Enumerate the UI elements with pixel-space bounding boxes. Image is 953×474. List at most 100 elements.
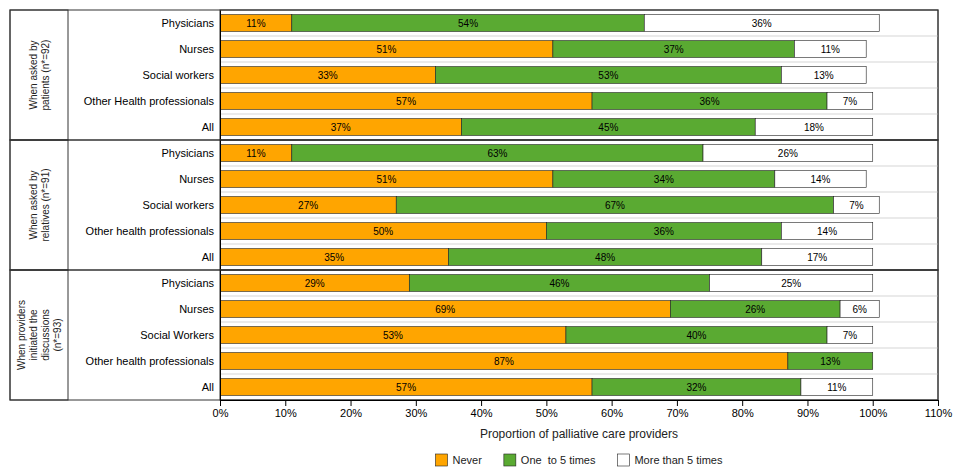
x-tick-line: [416, 400, 417, 406]
x-axis-title: Proportion of palliative care providers: [480, 427, 678, 441]
y-tick: Social workers: [142, 199, 220, 211]
y-tick: Nurses: [179, 173, 220, 185]
x-tick: 80%: [732, 400, 754, 419]
bar-segment: [462, 119, 756, 136]
bar-segment: [220, 119, 462, 136]
bar-segment: [396, 197, 833, 214]
y-tick: All: [202, 381, 220, 393]
bar-segment: [553, 171, 775, 188]
legend-swatch: [436, 454, 448, 466]
bar-segment: [220, 41, 553, 58]
bar-segment: [801, 379, 873, 396]
x-tick: 30%: [405, 400, 427, 419]
y-tick-label: Physicians: [161, 147, 214, 159]
bar-segment: [220, 301, 670, 318]
legend-item: One to 5 times: [504, 454, 596, 466]
y-axis: Physicians Nurses Social workers Other heal…: [86, 141, 221, 271]
y-tick-label: Social workers: [142, 199, 214, 211]
x-tick-line: [546, 400, 547, 406]
x-tick-line: [351, 400, 352, 406]
data-label: 13%: [820, 356, 840, 367]
legend: NeverOne to 5 timesMore than 5 times: [436, 454, 723, 466]
data-label: 46%: [549, 278, 569, 289]
bar-segment: [220, 275, 409, 292]
x-tick: 50%: [536, 400, 558, 419]
bar-segment: [710, 275, 873, 292]
data-label: 13%: [814, 70, 834, 81]
series: [703, 145, 879, 266]
row-separator: [220, 322, 938, 323]
y-axis: PhysiciansNursesSocial workersOther Heal…: [84, 11, 221, 141]
y-tick-label: Physicians: [161, 277, 214, 289]
y-tick-label: All: [202, 121, 214, 133]
x-tick: 0%: [213, 400, 229, 419]
row-separator: [220, 192, 938, 193]
row-separator: [220, 36, 938, 37]
data-label: 26%: [745, 304, 765, 315]
panel-frame: [10, 10, 938, 140]
data-label: 18%: [804, 122, 824, 133]
bars: [220, 15, 879, 136]
data-label: 17%: [807, 252, 827, 263]
y-tick: Other Health professionals: [84, 95, 220, 107]
y-tick-label: Other health professionals: [86, 225, 215, 237]
legend-item: More than 5 times: [617, 454, 723, 466]
x-axis: 0%10%20%30%40%50%60%70%80%90%100%110%: [213, 400, 953, 419]
bar-segment: [292, 145, 703, 162]
group-label-cell: [10, 10, 68, 140]
group-label-line: initiated the: [28, 309, 39, 361]
data-label: 14%: [811, 174, 831, 185]
data-label: 6%: [852, 304, 867, 315]
group-label-line: discussions: [40, 309, 51, 361]
bar-segment: [220, 67, 435, 84]
data-label: 33%: [318, 70, 338, 81]
legend-label: More than 5 times: [634, 454, 723, 466]
bar-segment: [220, 223, 546, 240]
y-axis-line: [220, 271, 221, 401]
data-label: 7%: [843, 330, 858, 341]
x-tick-label: 90%: [797, 407, 819, 419]
bar-segment: [781, 223, 872, 240]
y-tick: All: [202, 121, 220, 133]
y-tick-label: Other Health professionals: [84, 95, 215, 107]
row-separator: [220, 62, 938, 63]
data-labels: 11%51%27%50%35%63%34%67%36%48%26%14%7%14…: [246, 148, 863, 263]
bar-segment: [220, 93, 592, 110]
data-label: 11%: [246, 148, 265, 159]
y-axis: PhysiciansNursesSocial WorkersOther heal…: [86, 271, 221, 401]
y-tick: Social workers: [142, 69, 220, 81]
bar-segment: [794, 41, 866, 58]
bar-segment: [755, 119, 872, 136]
data-label: 34%: [654, 174, 674, 185]
bar-segment: [827, 93, 873, 110]
y-tick: Social Workers: [140, 329, 220, 341]
data-label: 57%: [396, 382, 416, 393]
panel: When providersinitiated thediscussions(n…: [10, 270, 952, 441]
data-labels: 11%51%33%57%37%54%37%53%36%45%36%11%13%7…: [246, 18, 857, 133]
x-tick-label: 10%: [275, 407, 297, 419]
x-tick-label: 50%: [536, 407, 558, 419]
data-label: 29%: [305, 278, 325, 289]
x-tick-line: [220, 400, 221, 406]
x-tick: 100%: [859, 400, 887, 419]
data-label: 36%: [752, 18, 772, 29]
y-tick-label: All: [202, 381, 214, 393]
x-tick-line: [742, 400, 743, 406]
y-tick: Physicians: [161, 17, 220, 29]
bar-segment: [840, 301, 879, 318]
bar-segment: [703, 145, 873, 162]
series: [292, 145, 834, 266]
data-label: 27%: [298, 200, 318, 211]
bar-segment: [670, 301, 840, 318]
group-label: When asked bypatients (n*=92): [28, 40, 51, 111]
y-tick: Physicians: [161, 147, 220, 159]
y-tick: Nurses: [179, 303, 220, 315]
x-tick-label: 60%: [601, 407, 623, 419]
data-label: 14%: [817, 226, 837, 237]
x-tick-line: [807, 400, 808, 406]
x-tick: 90%: [797, 400, 819, 419]
legend-swatch: [504, 454, 516, 466]
chart: When asked bypatients (n*=92)11%51%33%57…: [0, 0, 953, 474]
data-label: 51%: [376, 174, 396, 185]
bar-segment: [827, 327, 873, 344]
